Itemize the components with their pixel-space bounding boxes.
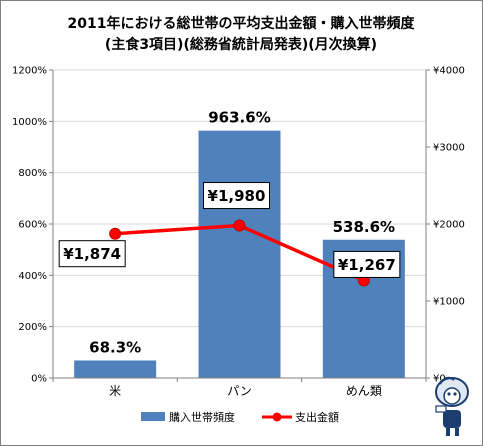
left-axis-ticks: 0% 200% 400% 600% 800% 1000% 1200%	[12, 66, 53, 385]
legend-bar-label: 購入世帯頻度	[169, 410, 235, 424]
left-tick-label: 600%	[18, 220, 47, 231]
category-label: パン	[227, 384, 252, 398]
category-labels: 米 パン めん類	[109, 384, 382, 398]
chart-title-line-2: (主食3項目)(総務省統計局発表)(月次換算)	[105, 36, 377, 53]
bar-series	[74, 130, 405, 378]
legend: 購入世帯頻度 支出金額	[141, 410, 339, 424]
right-tick-label: ¥1000	[433, 297, 465, 308]
line-data-label-box	[58, 240, 126, 268]
left-tick-label: 1000%	[12, 117, 47, 128]
right-tick-label: ¥4000	[433, 66, 465, 77]
line-point	[109, 227, 122, 240]
chart-title-line-1: 2011年における総世帯の平均支出金額・購入世帯頻度	[68, 15, 416, 32]
line-data-label-box	[333, 250, 401, 278]
bar-data-labels: 68.3% 963.6% 538.6%	[89, 109, 395, 357]
right-tick-label: ¥2000	[433, 220, 465, 231]
left-tick-label: 400%	[18, 271, 47, 282]
line-point	[233, 219, 246, 232]
bar-data-label: 963.6%	[208, 109, 270, 127]
legend-bar-swatch	[141, 412, 165, 421]
right-tick-label: ¥3000	[433, 143, 465, 154]
left-tick-label: 0%	[31, 374, 47, 385]
line-data-label-box	[203, 182, 270, 210]
bar	[198, 130, 281, 378]
left-tick-label: 800%	[18, 168, 47, 179]
mascot-logo	[435, 376, 469, 436]
legend-line-marker	[272, 412, 282, 422]
bar	[74, 360, 157, 378]
legend-line-label: 支出金額	[295, 410, 339, 424]
category-label: 米	[109, 384, 121, 398]
left-tick-label: 200%	[18, 322, 47, 333]
bar-data-label: 68.3%	[89, 338, 141, 356]
line-data-label: ¥1,980	[208, 187, 266, 205]
line-data-labels: ¥1,874 ¥1,980 ¥1,267	[58, 182, 401, 278]
right-tick-label: ¥0	[433, 374, 446, 385]
category-label: めん類	[346, 384, 382, 398]
line-data-label: ¥1,874	[63, 245, 121, 263]
bar-data-label: 538.6%	[333, 218, 395, 236]
left-tick-label: 1200%	[12, 66, 47, 77]
right-axis-ticks: ¥0 ¥1000 ¥2000 ¥3000 ¥4000	[426, 66, 465, 385]
line-data-label: ¥1,267	[338, 256, 396, 274]
